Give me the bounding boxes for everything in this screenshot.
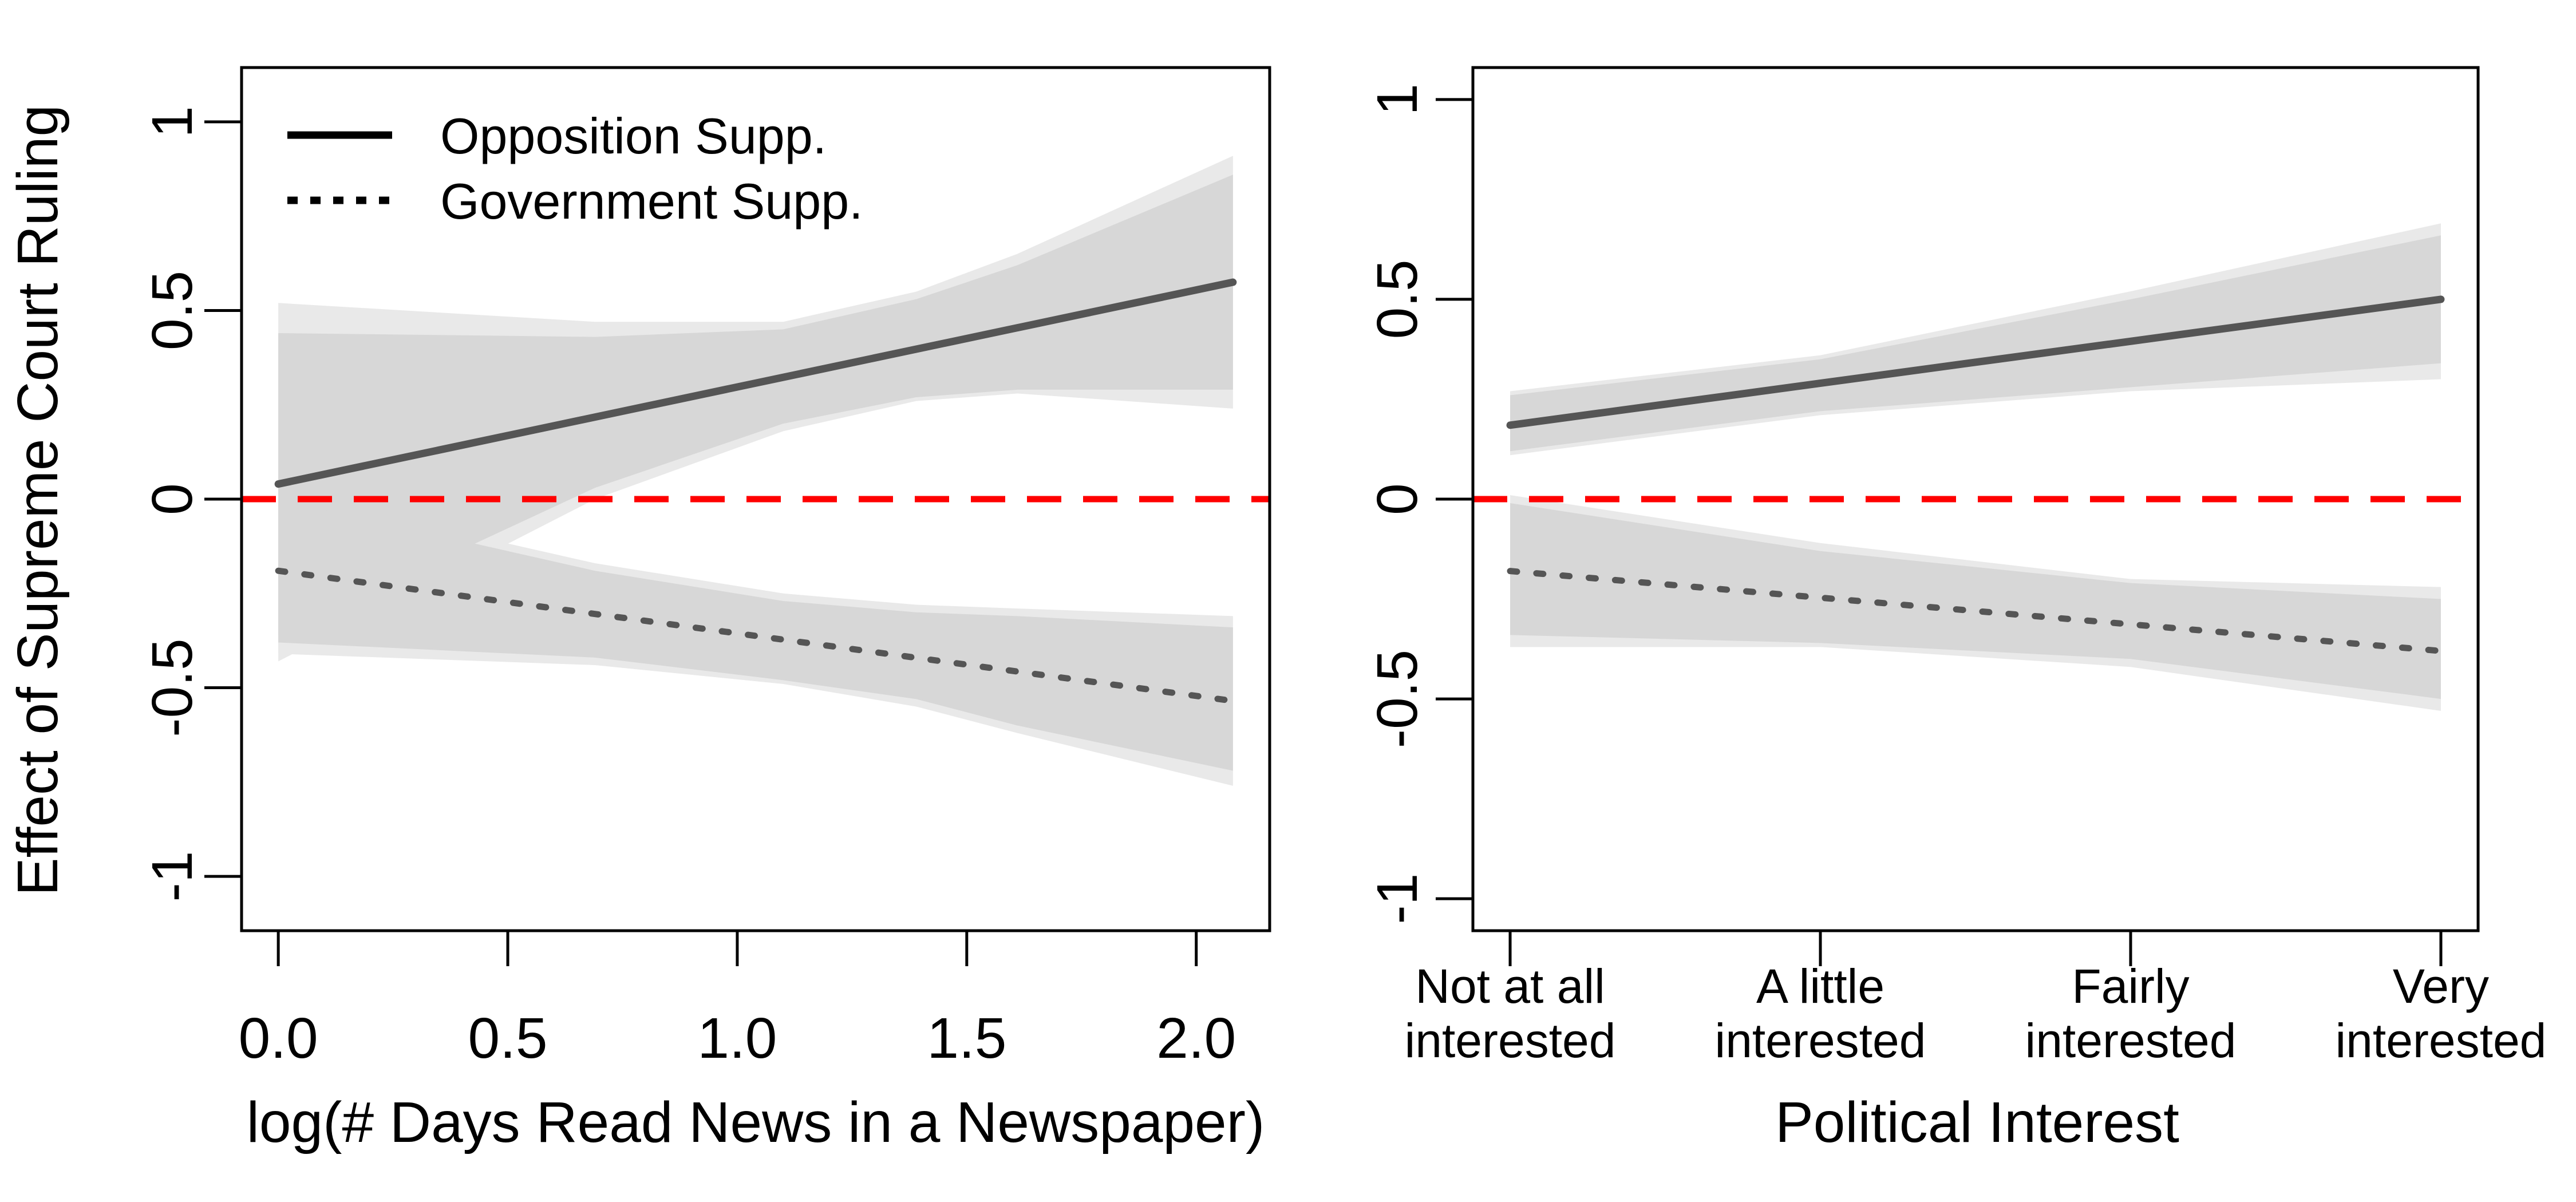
- y-tick-label: 0.5: [140, 271, 204, 350]
- government-effect-line: [1507, 568, 2444, 654]
- y-tick-label: 1: [1365, 84, 1429, 116]
- y-tick-label: -1: [1365, 873, 1429, 924]
- plot-area: [242, 156, 1270, 786]
- x-tick-label: interested: [2336, 1014, 2547, 1067]
- x-tick-label: Fairly: [2072, 959, 2189, 1013]
- x-tick-label: Very: [2393, 959, 2489, 1013]
- x-tick-label: interested: [1405, 1014, 1616, 1067]
- y-tick-label: 1: [140, 106, 204, 138]
- y-tick-label: -0.5: [1365, 650, 1429, 748]
- x-tick-label: interested: [1715, 1014, 1926, 1067]
- opposition-ci-inner-band: [278, 175, 1233, 635]
- x-tick-label: interested: [2025, 1014, 2237, 1067]
- y-tick-label: -1: [140, 851, 204, 902]
- opposition-effect-line: [1506, 295, 2445, 429]
- opposition-ci-inner-band: [1510, 235, 2441, 452]
- legend-label-government: Government Supp.: [440, 173, 863, 230]
- y-tick-label: 0: [140, 483, 204, 515]
- government-ci-inner-band: [1510, 503, 2441, 699]
- x-tick-label: 0.0: [239, 1006, 318, 1070]
- x-tick-label: 0.5: [468, 1006, 548, 1070]
- y-axis-title: Effect of Supreme Court Ruling: [6, 105, 70, 896]
- left-x-axis-title: log(# Days Read News in a Newspaper): [247, 1090, 1265, 1154]
- government-effect-line: [275, 567, 1236, 705]
- y-tick-label: 0: [1365, 483, 1429, 515]
- right-x-axis-title: Political Interest: [1775, 1090, 2179, 1154]
- x-tick-label: A little: [1756, 959, 1884, 1013]
- y-tick-label: 0.5: [1365, 259, 1429, 339]
- opposition-effect-line: [274, 278, 1237, 488]
- legend: Opposition Supp. Government Supp.: [287, 108, 863, 230]
- x-tick-label: Not at all: [1415, 959, 1605, 1013]
- plot-area: [1473, 223, 2478, 711]
- x-tick-label: 1.5: [927, 1006, 1006, 1070]
- panel-left: -1 -0.5 0 0.5 1 0.0 0.5 1.0 1.5 2.0: [140, 66, 1271, 1070]
- legend-label-opposition: Opposition Supp.: [440, 108, 827, 164]
- x-tick-label: 2.0: [1156, 1006, 1236, 1070]
- x-tick-label: 1.0: [697, 1006, 777, 1070]
- y-tick-label: -0.5: [140, 638, 204, 737]
